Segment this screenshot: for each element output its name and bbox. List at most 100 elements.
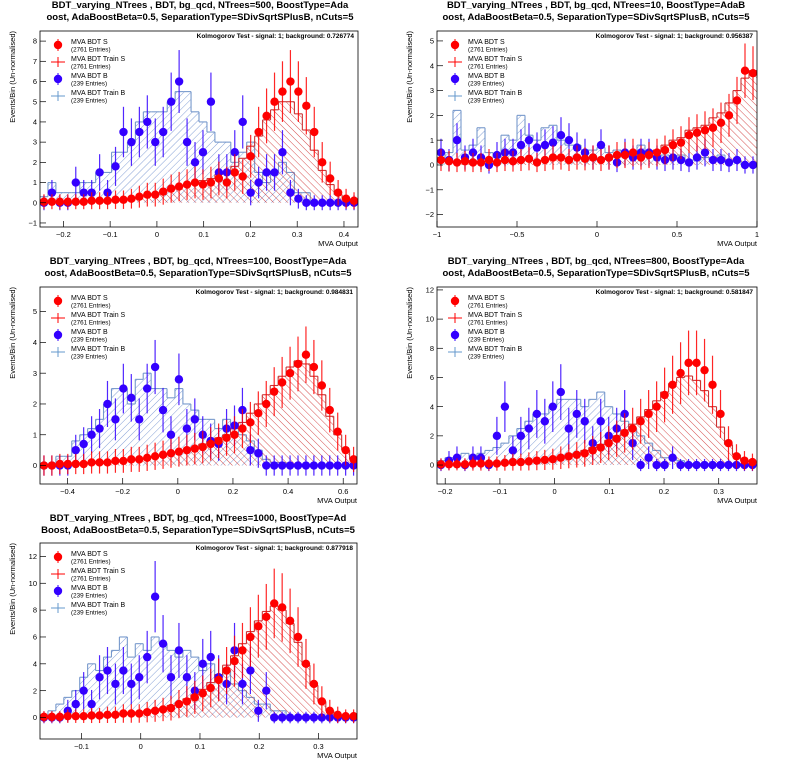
data-point (79, 686, 88, 695)
y-axis-label: Events/Bin (Un-normalised) (8, 287, 17, 379)
x-tick-label: 0.6 (338, 487, 348, 496)
data-point (349, 196, 358, 205)
data-point (198, 148, 208, 157)
train-bar (278, 376, 287, 466)
legend-entries: (2761 Entries) (468, 64, 508, 71)
data-point (492, 459, 502, 468)
plot-area (437, 43, 757, 174)
data-point (309, 679, 319, 689)
data-point (47, 461, 57, 470)
data-point (588, 153, 598, 162)
legend-entries: (239 Entries) (71, 81, 107, 88)
train-bar (556, 399, 565, 466)
data-point (214, 436, 223, 446)
train-bar (716, 427, 725, 466)
data-point (174, 375, 184, 384)
plot-area (437, 330, 757, 472)
data-point (548, 153, 558, 162)
test-signal-points (437, 330, 757, 471)
train-bar (492, 447, 501, 466)
x-tick-label: −0.1 (103, 230, 118, 239)
chart-title-line-2: oost, AdaBoostBeta=0.5, SeparationType=S… (443, 12, 751, 23)
data-point (285, 713, 295, 722)
data-point (309, 362, 319, 372)
data-point (206, 97, 216, 106)
train-bar (167, 101, 176, 203)
x-tick-label: 0 (176, 487, 180, 496)
data-point (500, 458, 510, 468)
data-point (596, 417, 605, 426)
data-point (79, 188, 88, 197)
data-point (95, 424, 104, 433)
data-point (572, 409, 581, 419)
data-point (103, 666, 112, 675)
data-point (119, 456, 128, 466)
data-point (660, 390, 669, 400)
data-point (644, 150, 654, 160)
legend-marker-dot (53, 296, 63, 306)
legend-label: MVA BDT S (71, 39, 108, 46)
test-signal-points (40, 326, 357, 476)
data-point (278, 87, 287, 96)
data-point (484, 459, 494, 468)
data-point (317, 461, 327, 470)
train-bar (532, 413, 541, 466)
train-bar (262, 611, 271, 718)
legend-label: MVA BDT Train S (71, 56, 126, 63)
legend-entries: (239 Entries) (71, 98, 107, 105)
data-point (572, 153, 582, 162)
data-point (508, 457, 518, 467)
data-point (270, 97, 279, 106)
data-point (612, 150, 622, 160)
data-point (254, 622, 263, 631)
data-point (95, 168, 104, 177)
data-point (270, 599, 279, 608)
data-point (182, 180, 192, 189)
y-tick-label: 5 (33, 307, 37, 316)
data-point (724, 460, 733, 470)
x-axis-label: MVA Output (717, 239, 758, 248)
legend-label: MVA BDT B (71, 73, 108, 80)
data-point (151, 190, 160, 199)
data-point (532, 456, 542, 465)
y-tick-label: −1 (28, 219, 37, 228)
x-tick-label: 0.1 (195, 742, 205, 751)
data-point (63, 197, 73, 206)
data-point (628, 424, 637, 433)
data-point (310, 198, 319, 207)
legend-label: MVA BDT Train B (71, 602, 126, 609)
data-point (142, 707, 152, 717)
y-tick-label: 1 (33, 430, 37, 439)
data-point (460, 157, 470, 166)
data-point (286, 188, 295, 197)
data-point (40, 197, 49, 206)
legend-entries: (2761 Entries) (71, 320, 111, 327)
train-bar (151, 636, 160, 718)
data-point (174, 699, 184, 709)
data-point (277, 461, 287, 470)
data-point (564, 452, 573, 461)
legend-marker-dot (450, 74, 460, 84)
y-tick-label: 3 (430, 86, 434, 95)
data-point (325, 174, 335, 183)
data-point (47, 712, 57, 722)
train-bar (302, 130, 311, 203)
data-point (103, 399, 112, 409)
data-point (277, 378, 287, 387)
data-point (87, 711, 96, 720)
train-bar (119, 152, 128, 203)
data-point (270, 713, 279, 722)
y-tick-label: 6 (33, 633, 37, 642)
data-point (135, 455, 144, 464)
data-point (692, 358, 701, 368)
train-bar (230, 655, 239, 718)
data-point (246, 445, 255, 455)
data-point (684, 460, 693, 470)
train-bar (270, 385, 279, 466)
data-point (724, 158, 734, 167)
y-axis-label: Events/Bin (Un-normalised) (405, 287, 414, 379)
data-point (166, 430, 176, 439)
train-bar (301, 363, 310, 466)
data-point (127, 679, 136, 689)
legend-entries: (239 Entries) (468, 337, 504, 344)
